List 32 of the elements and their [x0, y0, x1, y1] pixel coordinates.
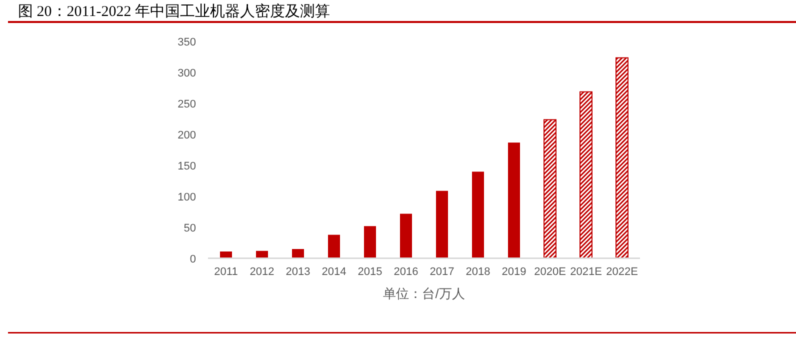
x-tick-label: 2020E — [534, 266, 566, 278]
y-tick-label: 50 — [184, 222, 196, 234]
x-tick-label: 2019 — [502, 266, 526, 278]
x-tick-label: 2021E — [570, 266, 602, 278]
y-tick-label: 300 — [178, 68, 196, 80]
bar — [328, 234, 340, 258]
x-tick-label: 2014 — [322, 266, 346, 278]
x-axis-title: 单位：台/万人 — [383, 286, 465, 301]
y-tick-label: 100 — [178, 191, 196, 204]
x-tick-label: 2018 — [466, 266, 490, 278]
bar — [508, 142, 520, 258]
bar — [436, 190, 448, 258]
chart-title: 图 20：2011-2022 年中国工业机器人密度及测算 — [18, 3, 330, 20]
x-tick-label: 2017 — [430, 266, 454, 278]
x-tick-label: 2015 — [358, 266, 382, 278]
bar — [472, 172, 484, 258]
y-tick-label: 350 — [178, 36, 196, 49]
x-tick-label: 2016 — [394, 266, 418, 278]
y-tick-label: 150 — [178, 160, 196, 172]
x-tick-label: 2012 — [250, 266, 274, 278]
x-tick-label: 2011 — [214, 266, 238, 278]
y-tick-label: 250 — [178, 98, 196, 111]
bar — [364, 226, 376, 258]
x-tick-label: 2022E — [606, 266, 638, 278]
x-tick-label: 2013 — [286, 266, 310, 278]
bar — [580, 91, 592, 259]
bar — [544, 119, 556, 259]
bar — [292, 249, 304, 258]
y-tick-label: 0 — [190, 253, 196, 266]
bar — [616, 57, 628, 259]
bar — [400, 214, 412, 258]
y-tick-label: 200 — [178, 130, 196, 142]
